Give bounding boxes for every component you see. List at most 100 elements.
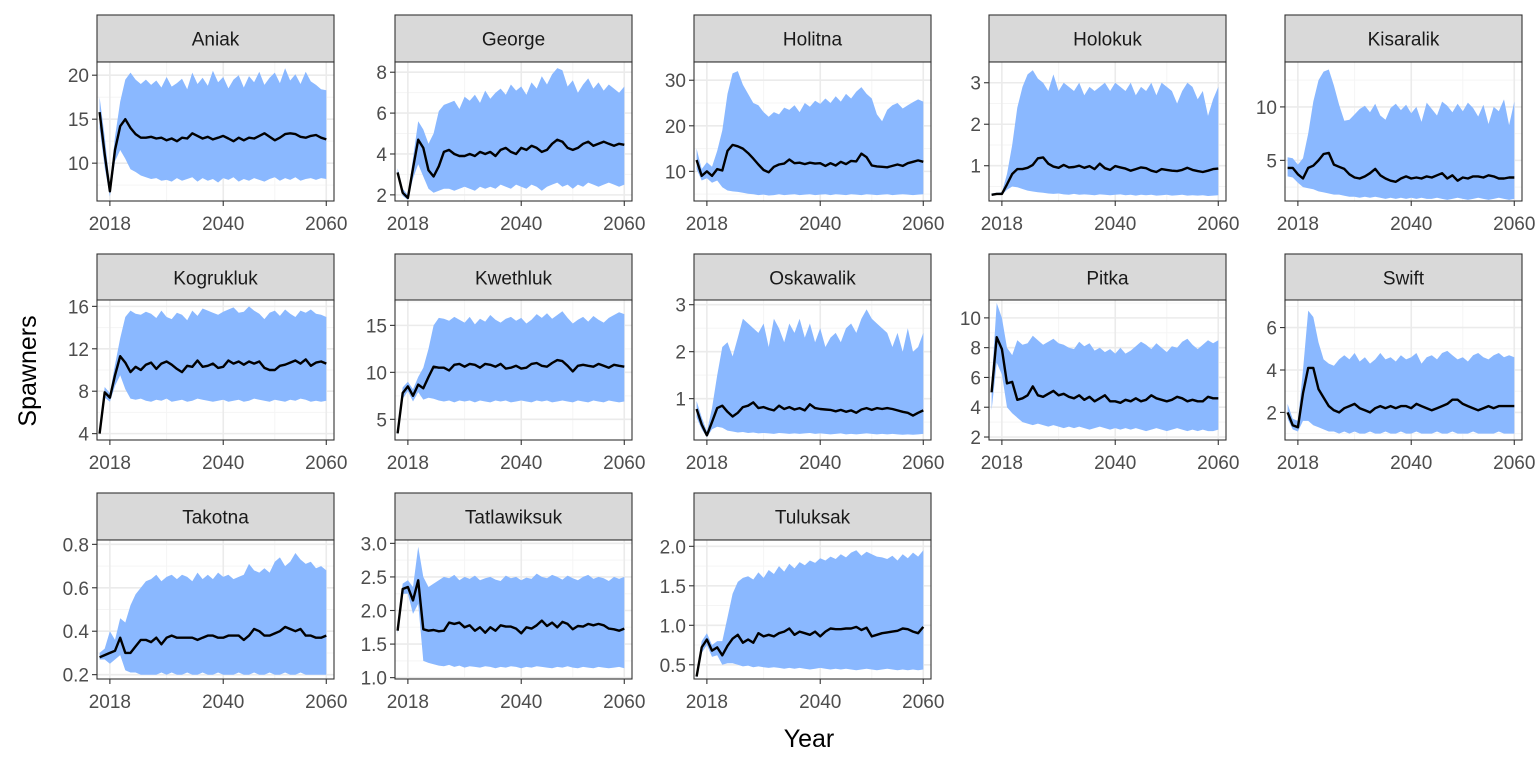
panel-border bbox=[693, 299, 932, 441]
panel-border bbox=[693, 61, 932, 202]
x-tick-label: 2060 bbox=[603, 692, 645, 713]
x-tick-label: 2060 bbox=[1197, 453, 1239, 474]
y-tick-label: 2 bbox=[1266, 403, 1277, 424]
x-tick-label: 2060 bbox=[603, 214, 645, 235]
mean-line-tatlawiksuk bbox=[396, 579, 625, 635]
panel-border bbox=[988, 299, 1227, 441]
panel-border bbox=[394, 539, 633, 680]
panel-kwethluk: Kwethluk 5 10 15 2018 2040 2060 bbox=[366, 253, 645, 474]
x-tick-label: 2018 bbox=[89, 692, 131, 713]
y-tick-label: 20 bbox=[68, 66, 89, 87]
y-tick-label: 4 bbox=[78, 425, 89, 446]
y-tick-label: 10 bbox=[366, 363, 387, 384]
y-tick-label: 1.5 bbox=[361, 635, 387, 656]
strip-kisaralik bbox=[1284, 14, 1523, 63]
panel-pitka: Pitka 2 4 6 8 10 2018 2040 2060 bbox=[960, 253, 1239, 474]
panel-holokuk: Holokuk 1 2 3 2018 2040 2060 bbox=[970, 14, 1239, 235]
x-tick-label: 2060 bbox=[1493, 453, 1535, 474]
mean-line-oskawalik bbox=[695, 401, 924, 437]
panel-tatlawiksuk: Tatlawiksuk 1.0 1.5 2.0 2.5 3.0 2018 2040 2060 bbox=[361, 492, 645, 713]
x-tick-label: 2060 bbox=[603, 453, 645, 474]
strip-holitna bbox=[693, 14, 932, 63]
x-tick-label: 2018 bbox=[981, 214, 1023, 235]
strip-kogrukluk bbox=[96, 253, 335, 302]
panel-george: George 2 4 6 8 2018 2040 2060 bbox=[376, 14, 645, 235]
x-tick-label: 2060 bbox=[1197, 214, 1239, 235]
x-tick-label: 2040 bbox=[202, 214, 244, 235]
y-tick-label: 3 bbox=[970, 74, 981, 95]
y-tick-label: 2 bbox=[376, 186, 387, 207]
panel-swift: Swift 2 4 6 2018 2040 2060 bbox=[1266, 253, 1535, 474]
panel-border bbox=[394, 61, 633, 202]
y-tick-label: 2 bbox=[675, 343, 686, 364]
strip-label-takotna: Takotna bbox=[182, 508, 249, 529]
strip-label-holitna: Holitna bbox=[783, 30, 843, 51]
strip-label-kisaralik: Kisaralik bbox=[1368, 30, 1440, 51]
mean-line-george bbox=[396, 138, 625, 200]
strip-holokuk bbox=[988, 14, 1227, 63]
y-tick-label: 0.4 bbox=[63, 622, 90, 643]
panel-border bbox=[693, 539, 932, 680]
x-tick-label: 2018 bbox=[686, 453, 728, 474]
x-tick-label: 2060 bbox=[902, 453, 944, 474]
interval-ribbon-tuluksak bbox=[696, 550, 924, 679]
strip-label-kogrukluk: Kogrukluk bbox=[173, 269, 258, 290]
strip-label-pitka: Pitka bbox=[1086, 269, 1129, 290]
strip-swift bbox=[1284, 253, 1523, 302]
x-tick-label: 2040 bbox=[799, 692, 841, 713]
panel-border bbox=[1284, 61, 1523, 202]
y-tick-label: 0.2 bbox=[63, 666, 89, 687]
mean-line-kwethluk bbox=[396, 358, 625, 434]
y-tick-label: 1.0 bbox=[361, 669, 387, 690]
y-tick-label: 8 bbox=[970, 339, 981, 360]
x-tick-label: 2018 bbox=[89, 453, 131, 474]
y-tick-label: 6 bbox=[1266, 319, 1277, 340]
panel-border bbox=[96, 299, 335, 441]
y-tick-label: 2 bbox=[970, 428, 981, 449]
y-tick-label: 6 bbox=[970, 368, 981, 389]
mean-line-swift bbox=[1286, 366, 1515, 429]
x-tick-label: 2018 bbox=[686, 214, 728, 235]
x-tick-label: 2040 bbox=[202, 453, 244, 474]
x-tick-label: 2060 bbox=[305, 692, 347, 713]
x-tick-label: 2060 bbox=[305, 453, 347, 474]
y-tick-label: 12 bbox=[68, 340, 89, 361]
x-tick-label: 2060 bbox=[902, 214, 944, 235]
interval-ribbon-aniak bbox=[99, 68, 327, 197]
x-tick-label: 2040 bbox=[1094, 214, 1136, 235]
y-tick-label: 15 bbox=[366, 316, 387, 337]
x-tick-label: 2040 bbox=[500, 214, 542, 235]
interval-ribbon-kwethluk bbox=[397, 311, 625, 436]
x-tick-label: 2060 bbox=[902, 692, 944, 713]
y-tick-label: 1 bbox=[970, 157, 981, 178]
interval-ribbon-takotna bbox=[99, 553, 327, 675]
mean-line-holitna bbox=[695, 143, 924, 178]
y-tick-label: 16 bbox=[68, 297, 89, 318]
x-tick-label: 2018 bbox=[387, 453, 429, 474]
y-tick-label: 5 bbox=[376, 410, 387, 431]
y-tick-label: 8 bbox=[376, 63, 387, 84]
y-tick-label: 0.8 bbox=[63, 535, 89, 556]
strip-label-aniak: Aniak bbox=[192, 30, 240, 51]
panel-border bbox=[988, 61, 1227, 202]
interval-ribbon-tatlawiksuk bbox=[397, 546, 625, 669]
mean-line-takotna bbox=[99, 625, 327, 659]
x-axis-title: Year bbox=[784, 725, 835, 753]
x-tick-label: 2040 bbox=[799, 453, 841, 474]
strip-tatlawiksuk bbox=[394, 492, 633, 541]
interval-ribbon-holitna bbox=[696, 71, 924, 196]
y-tick-label: 3.0 bbox=[361, 534, 387, 555]
y-tick-label: 4 bbox=[970, 398, 981, 419]
interval-ribbon-swift bbox=[1287, 310, 1515, 434]
y-tick-label: 0.6 bbox=[63, 579, 89, 600]
interval-ribbon-george bbox=[397, 68, 625, 200]
strip-oskawalik bbox=[693, 253, 932, 302]
x-tick-label: 2040 bbox=[1390, 214, 1432, 235]
x-tick-label: 2018 bbox=[1277, 453, 1319, 474]
x-tick-label: 2018 bbox=[981, 453, 1023, 474]
y-tick-label: 3 bbox=[675, 296, 686, 317]
x-tick-label: 2018 bbox=[387, 214, 429, 235]
panel-tuluksak: Tuluksak 0.5 1.0 1.5 2.0 2018 2040 2060 bbox=[660, 492, 944, 713]
mean-line-aniak bbox=[98, 111, 327, 193]
panel-kisaralik: Kisaralik 5 10 2018 2040 2060 bbox=[1256, 14, 1535, 235]
